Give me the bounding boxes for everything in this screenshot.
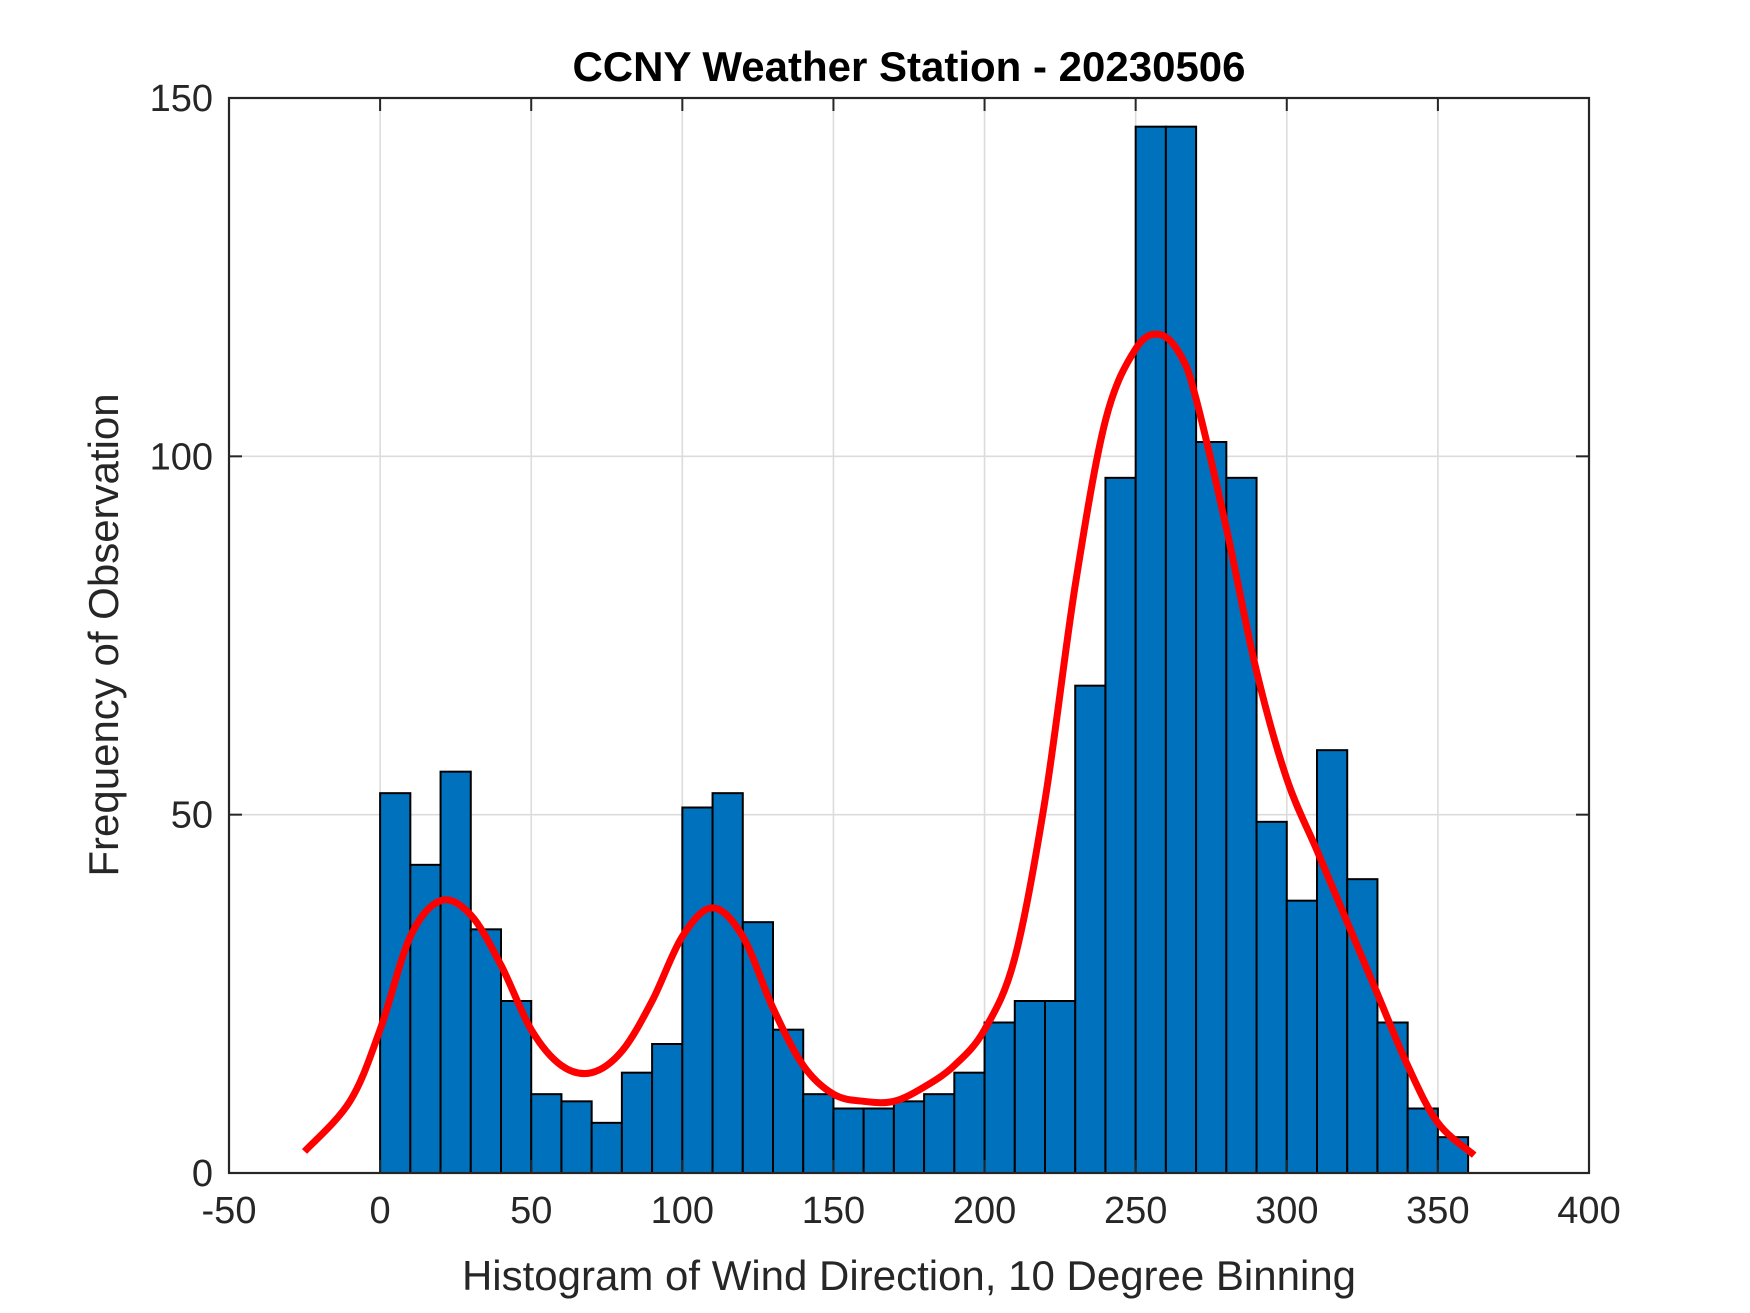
- histogram-bar: [741, 921, 774, 1175]
- y-tick-label: 0: [192, 1153, 213, 1195]
- histogram-bar: [500, 1000, 533, 1174]
- y-tick-label: 150: [150, 78, 213, 120]
- histogram-bar: [772, 1028, 805, 1174]
- x-tick-label: 300: [1255, 1190, 1318, 1232]
- x-tick-label: 400: [1557, 1190, 1620, 1232]
- histogram-bar: [439, 770, 472, 1175]
- histogram-bar: [711, 792, 744, 1175]
- x-tick-label: 150: [802, 1190, 865, 1232]
- y-tick-label: 100: [150, 436, 213, 478]
- histogram-bar: [983, 1021, 1016, 1174]
- histogram-bar: [1134, 125, 1167, 1175]
- x-tick-label: -50: [202, 1190, 257, 1232]
- histogram-bar: [620, 1071, 654, 1174]
- histogram-bar: [1316, 749, 1349, 1175]
- histogram-bar: [802, 1093, 835, 1174]
- x-tick-label: 100: [651, 1190, 714, 1232]
- histogram-bar: [1285, 899, 1319, 1175]
- histogram-bar: [862, 1107, 895, 1174]
- x-tick-label: 50: [510, 1190, 552, 1232]
- fit-curve-line: [301, 330, 1477, 1158]
- histogram-bar: [832, 1107, 865, 1174]
- chart-title: CCNY Weather Station - 20230506: [572, 43, 1245, 90]
- x-tick-label: 350: [1406, 1190, 1469, 1232]
- fit-curve-group: [301, 330, 1477, 1158]
- histogram-bar: [1044, 1000, 1077, 1174]
- histogram-bar: [1013, 1000, 1046, 1174]
- x-tick-label: 0: [370, 1190, 391, 1232]
- histogram-bar: [1164, 125, 1198, 1175]
- histogram-bar: [1104, 476, 1137, 1175]
- histogram-bar: [469, 928, 502, 1174]
- histogram-bar: [530, 1093, 563, 1174]
- x-axis-label: Histogram of Wind Direction, 10 Degree B…: [462, 1252, 1356, 1299]
- histogram-bar: [1346, 878, 1379, 1175]
- x-tick-label: 200: [953, 1190, 1016, 1232]
- histogram-bar: [953, 1071, 986, 1174]
- histogram-bar: [651, 1043, 684, 1174]
- histogram-bar: [892, 1100, 926, 1175]
- y-axis-label: Frequency of Observation: [80, 393, 127, 876]
- y-tick-label: 50: [171, 795, 213, 837]
- histogram-bar: [1255, 820, 1288, 1174]
- histogram-bar: [590, 1121, 623, 1175]
- histogram-bar: [1195, 441, 1228, 1174]
- histogram-bar: [681, 806, 714, 1174]
- histogram-bar: [560, 1100, 593, 1175]
- histogram-bar: [1376, 1021, 1409, 1174]
- histogram-bar: [1225, 476, 1258, 1175]
- histogram-bar: [923, 1093, 956, 1174]
- plot-frame: [227, 96, 1591, 1175]
- x-tick-label: 250: [1104, 1190, 1167, 1232]
- histogram-bar: [1074, 684, 1107, 1175]
